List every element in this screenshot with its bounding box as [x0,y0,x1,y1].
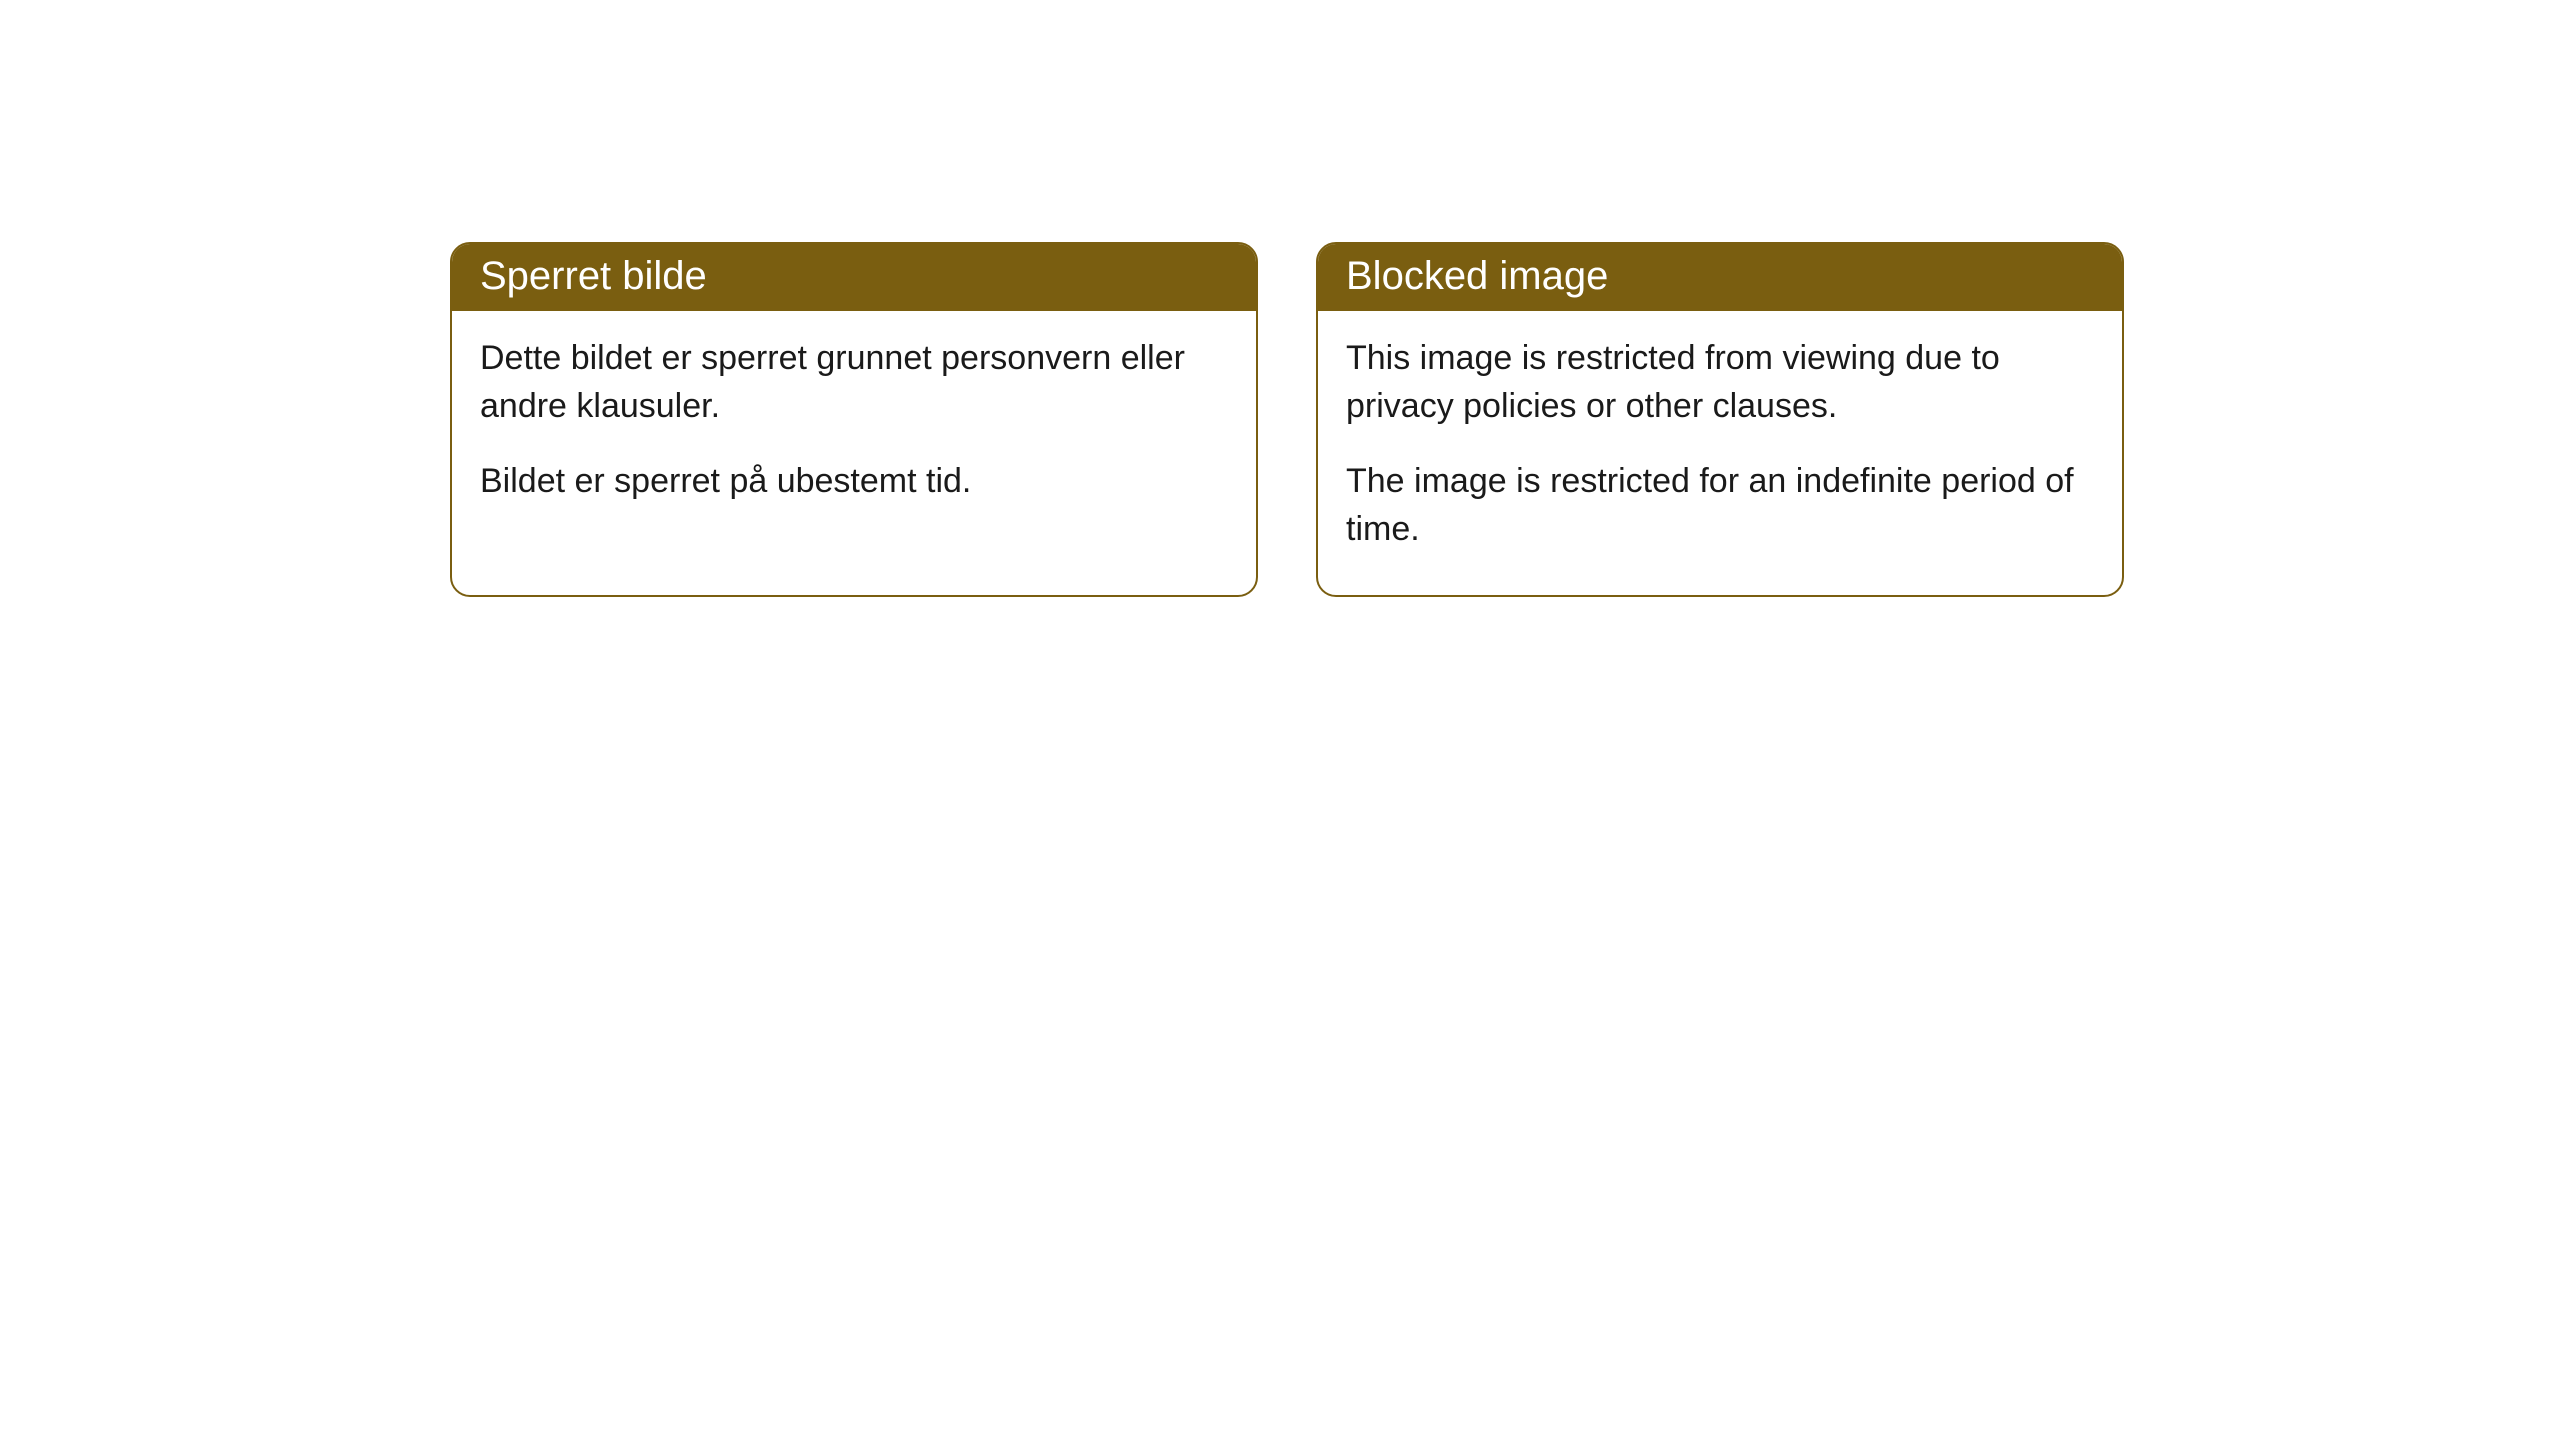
card-title: Blocked image [1318,244,2122,311]
card-paragraph: This image is restricted from viewing du… [1346,335,2094,430]
card-container: Sperret bilde Dette bildet er sperret gr… [0,0,2560,597]
blocked-image-card-no: Sperret bilde Dette bildet er sperret gr… [450,242,1258,597]
card-paragraph: Dette bildet er sperret grunnet personve… [480,335,1228,430]
card-paragraph: Bildet er sperret på ubestemt tid. [480,458,1228,506]
card-body: Dette bildet er sperret grunnet personve… [452,311,1256,548]
card-paragraph: The image is restricted for an indefinit… [1346,458,2094,553]
blocked-image-card-en: Blocked image This image is restricted f… [1316,242,2124,597]
card-body: This image is restricted from viewing du… [1318,311,2122,595]
card-title: Sperret bilde [452,244,1256,311]
